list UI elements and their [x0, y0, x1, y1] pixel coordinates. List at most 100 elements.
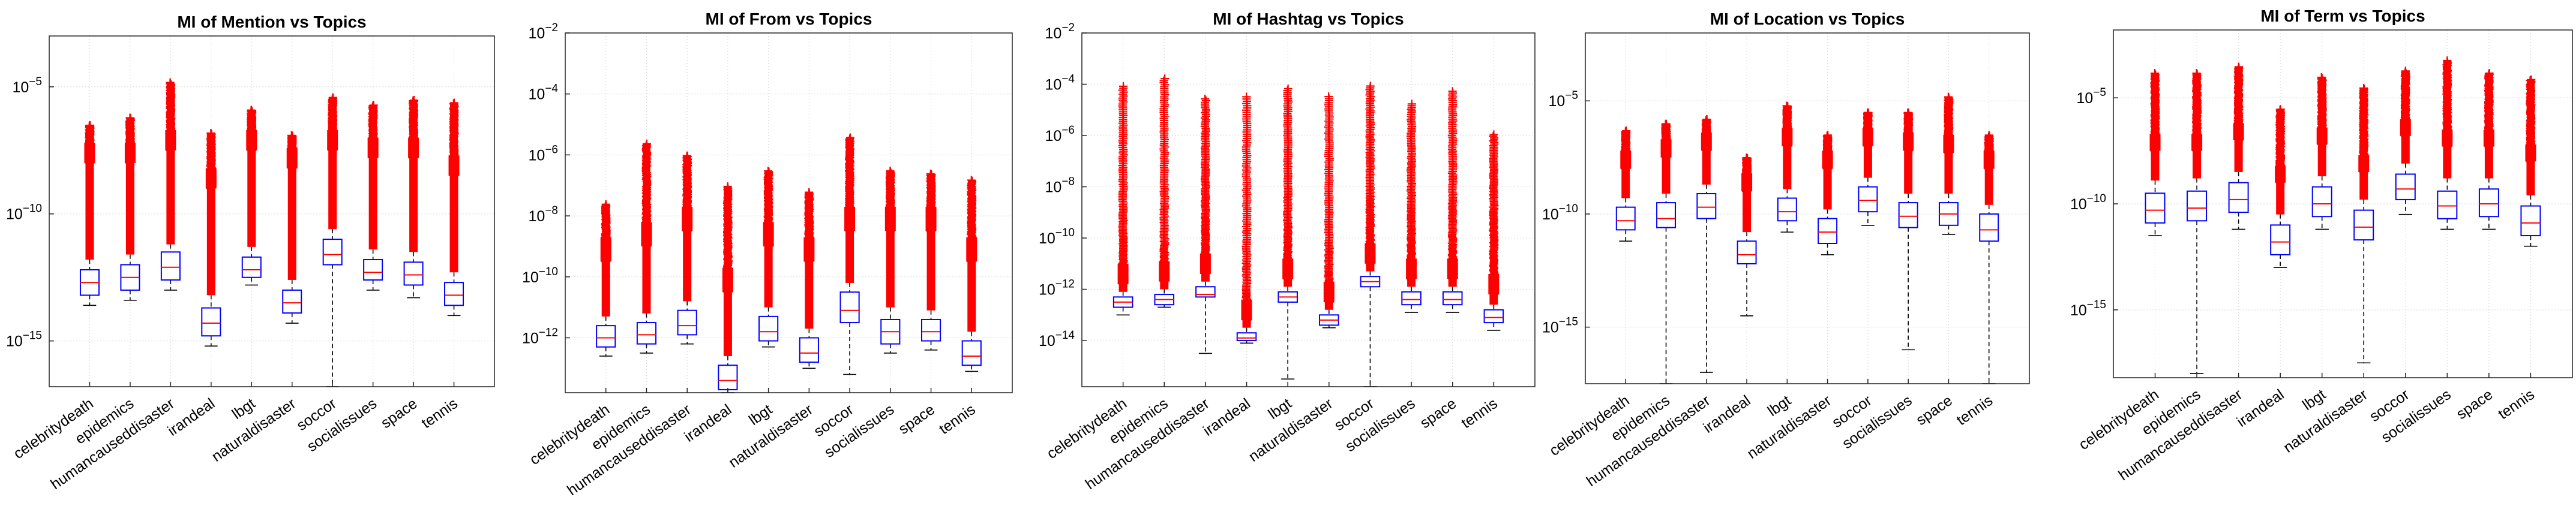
iqr-box — [1237, 333, 1256, 341]
outlier-marker — [1284, 85, 1293, 93]
iqr-box — [1657, 203, 1675, 228]
outlier-band — [1449, 279, 1457, 287]
y-tick-label: 10−4 — [1045, 73, 1075, 94]
outlier-band-top — [1282, 258, 1293, 279]
axes-frame — [1082, 33, 1535, 387]
axes-frame — [565, 33, 1012, 393]
box-lbgt — [759, 167, 778, 347]
box-socialissues — [364, 101, 382, 290]
box-naturaldisaster — [1818, 131, 1837, 254]
box-naturaldisaster — [800, 188, 818, 369]
box-irandeal — [202, 129, 220, 346]
iqr-box — [1402, 292, 1421, 305]
outlier-band — [1243, 320, 1251, 328]
iqr-box — [1443, 292, 1462, 305]
outlier-band — [207, 188, 215, 295]
box-epidemics — [121, 113, 139, 300]
x-category-label: space — [378, 395, 421, 432]
box-celebritydeath — [1114, 82, 1133, 315]
outlier-band-top — [1406, 258, 1417, 279]
outlier-band — [1407, 279, 1416, 287]
y-tick-label: 10−2 — [1045, 22, 1075, 42]
chart-panel-2: MI of From vs Topics10−1210−1010−810−610… — [522, 10, 1012, 499]
outlier-band — [886, 231, 895, 308]
x-category-label: tennis — [1458, 395, 1501, 432]
outlier-band — [1743, 191, 1751, 232]
outlier-band — [1283, 279, 1292, 287]
y-tick-label: 10−12 — [1039, 278, 1075, 299]
iqr-box — [364, 260, 382, 280]
iqr-box — [596, 326, 615, 347]
chart-panel-1: MI of Mention vs Topics10−1510−1010−5cel… — [6, 13, 494, 493]
outlier-band-top — [1118, 264, 1129, 284]
x-category-label: irandeal — [164, 395, 218, 439]
outlier-band-top — [926, 207, 937, 231]
chart-title: MI of Mention vs Topics — [177, 13, 366, 31]
box-celebritydeath — [80, 121, 99, 305]
x-category-label: tennis — [936, 401, 979, 438]
box-humancauseddisaster — [161, 78, 180, 290]
outlier-marker — [1160, 74, 1169, 83]
outlier-band-top — [1782, 128, 1792, 146]
outlier-band — [805, 261, 813, 329]
iqr-box — [1778, 198, 1797, 221]
x-category-label: lbgt — [1265, 395, 1295, 423]
box-soccor — [841, 133, 859, 374]
outlier-band-top — [844, 207, 855, 231]
outlier-band — [602, 261, 610, 317]
outlier-band — [1201, 274, 1210, 282]
y-tick-label: 10−8 — [1045, 176, 1075, 196]
outlier-band-top — [1447, 258, 1458, 279]
box-humancauseddisaster — [1697, 115, 1716, 372]
axes-frame — [49, 36, 494, 387]
outlier-marker — [1283, 86, 1291, 95]
iqr-box — [637, 323, 656, 344]
outlier-band-top — [1324, 282, 1335, 302]
iqr-box — [1617, 207, 1635, 230]
outlier-band — [1325, 302, 1333, 310]
box-epidemics — [637, 140, 656, 353]
outlier-band-top — [1741, 173, 1752, 191]
outlier-band-top — [885, 207, 896, 231]
outlier-band-top — [763, 222, 774, 246]
iqr-box — [242, 257, 261, 278]
iqr-box — [404, 262, 423, 285]
outlier-band-top — [84, 143, 95, 163]
outlier-band — [724, 292, 732, 356]
y-tick-label: 10−15 — [6, 330, 42, 350]
outlier-band — [1702, 150, 1711, 185]
outlier-band-top — [1661, 139, 1672, 157]
box-tennis — [962, 176, 981, 371]
outlier-band-top — [641, 222, 652, 246]
outlier-band — [764, 246, 773, 308]
outlier-band-top — [408, 138, 419, 158]
y-tick-label: 10−6 — [1045, 124, 1075, 144]
box-space — [404, 96, 423, 298]
box-lbgt — [1778, 101, 1797, 232]
outlier-band-top — [1365, 243, 1375, 264]
box-celebritydeath — [596, 200, 615, 356]
outlier-marker — [1326, 154, 1334, 162]
outlier-band — [1621, 168, 1630, 198]
outlier-band — [247, 150, 256, 247]
box-tennis — [445, 98, 463, 315]
outlier-band-top — [368, 138, 379, 158]
box-humancauseddisaster — [678, 152, 697, 344]
iqr-box — [800, 338, 818, 362]
iqr-box — [759, 317, 778, 341]
box-socialissues — [1402, 100, 1421, 312]
outlier-band-top — [287, 148, 298, 168]
outlier-marker — [1160, 77, 1168, 85]
outlier-band — [166, 150, 175, 245]
outlier-band-top — [601, 237, 611, 262]
box-irandeal — [718, 182, 737, 393]
outlier-band-top — [722, 268, 733, 293]
outlier-band-top — [1701, 132, 1712, 150]
outlier-band-top — [165, 130, 176, 150]
outlier-band — [927, 231, 935, 311]
iqr-box — [161, 252, 180, 280]
outlier-band — [85, 163, 94, 260]
iqr-box — [202, 308, 220, 336]
outlier-band — [1160, 282, 1168, 290]
chart-panel-4: MI of Location vs Topics10−1510−1010−5ce… — [1542, 10, 2029, 490]
